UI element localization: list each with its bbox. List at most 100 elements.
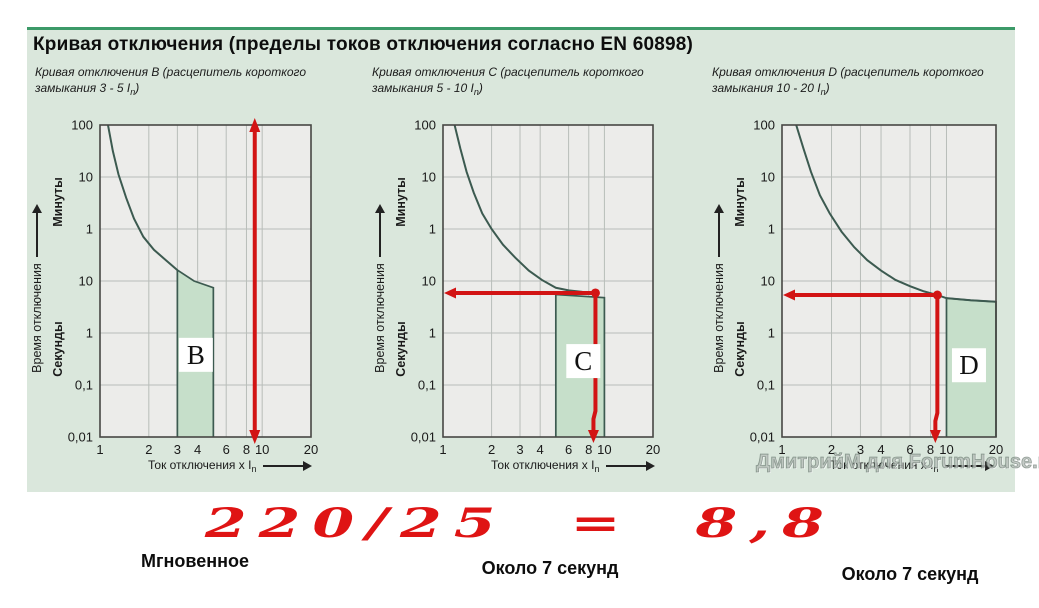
y-tick-label: 0,01 <box>750 430 775 445</box>
x-tick-label: 3 <box>857 442 864 457</box>
caption-about-7-seconds: Около 7 секунд <box>481 558 619 578</box>
x-tick-label: 4 <box>194 442 201 457</box>
watermark: ДмитрийМ для ForumHouse.ru <box>756 451 1039 474</box>
plot-border <box>781 124 997 438</box>
x-tick-label: 8 <box>243 442 250 457</box>
y-tick-label: 10 <box>761 170 775 185</box>
y-axis-title: Время отключения <box>373 263 387 373</box>
y-tick-label: 1 <box>768 326 775 341</box>
subtitle-line1: Кривая отключения B (расцепитель коротко… <box>35 65 306 79</box>
red-arrowhead-down <box>587 430 599 443</box>
x-axis-title-text: Ток отключения x I <box>491 458 595 472</box>
x-tick-label: 4 <box>877 442 884 457</box>
y-unit-minutes: Минуты <box>51 177 65 227</box>
zone-label: C <box>574 346 592 376</box>
subscript-n: n <box>820 87 826 97</box>
x-tick-label: 8 <box>585 442 592 457</box>
y-unit-seconds: Секунды <box>394 321 408 377</box>
x-axis-title: Ток отключения x In <box>491 458 656 474</box>
trip-zone-edge <box>554 293 606 437</box>
zone-label-box <box>566 344 601 379</box>
x-tick-label: 6 <box>906 442 913 457</box>
up-arrow-icon <box>36 213 38 257</box>
subscript-n: n <box>933 464 939 474</box>
x-tick-label: 1 <box>439 442 446 457</box>
zone-label-box <box>178 337 213 372</box>
red-arrowhead-left <box>783 289 795 301</box>
y-tick-label: 1 <box>768 222 775 237</box>
subscript-n: n <box>473 87 479 97</box>
red-arrowhead-down <box>249 430 261 444</box>
subtitle-line1: Кривая отключения C (расцепитель коротко… <box>372 65 644 79</box>
y-tick-label: 0,01 <box>411 430 436 445</box>
zone-label-box <box>951 348 986 383</box>
x-tick-label: 10 <box>255 442 269 457</box>
y-unit-minutes: Минуты <box>394 177 408 227</box>
right-arrow-icon <box>945 461 995 471</box>
plot-border <box>99 124 312 438</box>
y-axis-title: Время отключения <box>712 263 726 373</box>
trip-curve <box>795 124 997 303</box>
y-unit-seconds: Секунды <box>51 321 65 377</box>
y-tick-label: 1 <box>429 326 436 341</box>
right-arrow-icon <box>606 461 656 471</box>
x-tick-label: 2 <box>828 442 835 457</box>
chart-subtitle-d: Кривая отключения D (расцепитель коротко… <box>712 64 1012 100</box>
trip-curve <box>453 124 596 294</box>
x-axis-title: Ток отключения x In <box>830 458 995 474</box>
red-arrowhead-down <box>929 430 941 443</box>
subtitle-line1: Кривая отключения D (расцепитель коротко… <box>712 65 984 79</box>
caption-about-7-seconds: Около 7 секунд <box>841 564 979 584</box>
x-tick-label: 6 <box>565 442 572 457</box>
x-tick-label: 3 <box>174 442 181 457</box>
y-tick-label: 0,1 <box>757 378 775 393</box>
y-tick-label: 100 <box>414 118 436 133</box>
red-arrow-vertical <box>933 295 940 431</box>
subscript-n: n <box>130 87 136 97</box>
trip-curve <box>106 124 179 271</box>
x-tick-label: 1 <box>96 442 103 457</box>
y-tick-label: 0,1 <box>75 378 93 393</box>
subtitle-line2: замыкания 10 - 20 I <box>712 81 821 95</box>
x-tick-label: 8 <box>927 442 934 457</box>
x-tick-label: 20 <box>304 442 318 457</box>
x-axis-title-text: Ток отключения x I <box>830 458 934 472</box>
trip-zone-edge <box>176 268 215 437</box>
y-tick-label: 10 <box>761 274 775 289</box>
y-unit-minutes: Минуты <box>733 177 747 227</box>
subtitle-line2: замыкания 3 - 5 I <box>35 81 131 95</box>
page-title: Кривая отключения (пределы токов отключе… <box>33 34 694 55</box>
trip-curve-chart-c: C 1 2 3 4 6 8 10 20 100 10 1 10 1 0,1 0,01 <box>411 118 661 458</box>
x-tick-label: 20 <box>989 442 1003 457</box>
x-tick-label: 2 <box>145 442 152 457</box>
x-tick-label: 10 <box>939 442 953 457</box>
y-tick-label: 1 <box>86 222 93 237</box>
y-tick-label: 100 <box>71 118 93 133</box>
y-tick-label: 10 <box>79 170 93 185</box>
subtitle-suffix: ) <box>825 81 830 95</box>
subtitle-suffix: ) <box>135 81 140 95</box>
right-arrow-icon <box>263 461 313 471</box>
subtitle-line2: замыкания 5 - 10 I <box>372 81 474 95</box>
up-arrow-icon <box>32 204 42 213</box>
zone-label: B <box>187 340 205 370</box>
red-dot <box>590 288 600 298</box>
red-arrowhead-left <box>444 287 456 299</box>
y-tick-label: 10 <box>79 274 93 289</box>
y-tick-label: 1 <box>429 222 436 237</box>
x-tick-label: 3 <box>516 442 523 457</box>
subtitle-suffix: ) <box>478 81 483 95</box>
subscript-n: n <box>594 464 600 474</box>
plot-border <box>442 124 654 438</box>
y-tick-label: 10 <box>422 170 436 185</box>
x-axis-title-text: Ток отключения x I <box>148 458 252 472</box>
x-tick-label: 6 <box>223 442 230 457</box>
y-tick-label: 100 <box>753 118 775 133</box>
y-axis-title: Время отключения <box>30 263 44 373</box>
up-arrow-icon <box>718 213 720 257</box>
y-tick-label: 1 <box>86 326 93 341</box>
chart-subtitle-c: Кривая отключения C (расцепитель коротко… <box>372 64 672 100</box>
trip-curve-chart-b: B 1 2 3 4 6 8 10 20 100 10 1 10 1 0,1 0,01 <box>68 118 319 458</box>
red-dot <box>932 290 942 300</box>
